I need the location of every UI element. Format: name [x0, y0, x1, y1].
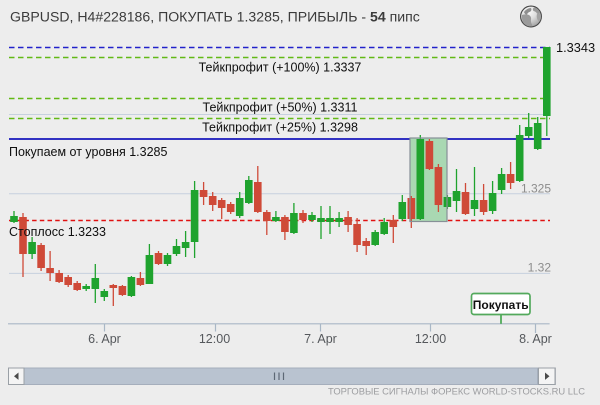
- svg-text:Тейкпрофит (+50%) 1.3311: Тейкпрофит (+50%) 1.3311: [203, 100, 358, 114]
- svg-text:8. Apr: 8. Apr: [519, 332, 552, 346]
- svg-text:12:00: 12:00: [199, 332, 230, 346]
- svg-text:ТОРГОВЫЕ СИГНАЛЫ ФОРЕКС WORLD-: ТОРГОВЫЕ СИГНАЛЫ ФОРЕКС WORLD-STOCKS.RU …: [328, 386, 585, 397]
- svg-text:Стоплосс 1.3233: Стоплосс 1.3233: [9, 225, 106, 239]
- svg-text:Покупать: Покупать: [473, 298, 529, 312]
- svg-text:Тейкпрофит (+25%) 1.3298: Тейкпрофит (+25%) 1.3298: [202, 120, 358, 134]
- svg-text:12:00: 12:00: [415, 332, 446, 346]
- svg-text:1.3343: 1.3343: [556, 40, 595, 55]
- svg-text:GBPUSD, H4#228186, ПОКУПАТЬ 1.: GBPUSD, H4#228186, ПОКУПАТЬ 1.3285, ПРИБ…: [10, 9, 420, 25]
- svg-text:1.325: 1.325: [521, 181, 551, 195]
- svg-text:Покупаем от уровня 1.3285: Покупаем от уровня 1.3285: [9, 145, 167, 159]
- svg-text:6. Apr: 6. Apr: [88, 332, 121, 346]
- svg-text:1.32: 1.32: [528, 261, 552, 275]
- svg-text:Тейкпрофит (+100%) 1.3337: Тейкпрофит (+100%) 1.3337: [199, 60, 362, 74]
- svg-text:7. Apr: 7. Apr: [304, 332, 337, 346]
